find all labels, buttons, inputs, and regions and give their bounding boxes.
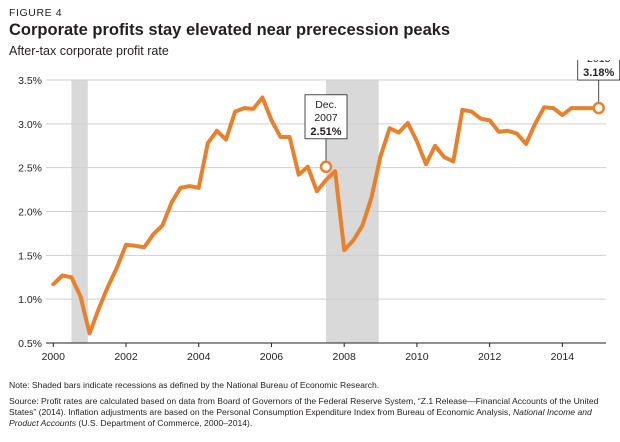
- x-tick-label-6: 2012: [478, 351, 502, 363]
- annotation-month-0: Dec.: [315, 99, 337, 111]
- y-tick-label-1: 1.0%: [18, 294, 42, 306]
- figure-label: FIGURE 4: [9, 7, 63, 19]
- y-tick-label-2: 1.5%: [18, 250, 42, 262]
- series-line-0: [51, 95, 601, 336]
- annotation-marker-0: [319, 160, 333, 174]
- annotation-value-0: 2.51%: [310, 126, 341, 138]
- x-tick-label-1: 2002: [114, 351, 138, 363]
- x-tick-label-7: 2014: [551, 351, 575, 363]
- y-tick-label-6: 3.5%: [18, 75, 42, 87]
- y-tick-label-5: 3.0%: [18, 119, 42, 131]
- y-tick-label-0: 0.5%: [18, 338, 42, 350]
- annotation-year-1: 2015: [587, 60, 611, 65]
- annotation-box-0: [304, 94, 348, 140]
- y-tick-label-4: 2.5%: [18, 163, 42, 175]
- source-text: Source: Profit rates are calculated base…: [9, 396, 599, 417]
- annotation-year-0: 2007: [314, 112, 338, 124]
- chart-source: Source: Profit rates are calculated base…: [9, 396, 613, 429]
- annotation-box-1: [577, 60, 620, 81]
- profit-rate-line-chart: 0.5% 1.0% 1.5% 2.0% 2.5% 3.0% 3.5% 2000 2002 2004…: [18, 60, 620, 363]
- annotation-value-1: 3.18%: [583, 67, 614, 79]
- chart-note: Note: Shaded bars indicate recessions as…: [9, 380, 380, 390]
- source-text-end: (U.S. Department of Commerce, 2000–2014)…: [76, 418, 253, 428]
- y-tick-label-3: 2.0%: [18, 207, 42, 219]
- chart-title: Corporate profits stay elevated near pre…: [9, 21, 451, 39]
- annotation-marker-1: [592, 101, 605, 115]
- x-tick-label-3: 2006: [260, 351, 284, 363]
- chart-subtitle: After-tax corporate profit rate: [9, 44, 169, 58]
- x-tick-label-0: 2000: [42, 351, 66, 363]
- x-tick-label-2: 2004: [187, 351, 211, 363]
- x-tick-label-4: 2008: [333, 351, 357, 363]
- source-italic-title: National Income and Product Accounts: [9, 407, 592, 428]
- x-tick-label-5: 2010: [405, 351, 429, 363]
